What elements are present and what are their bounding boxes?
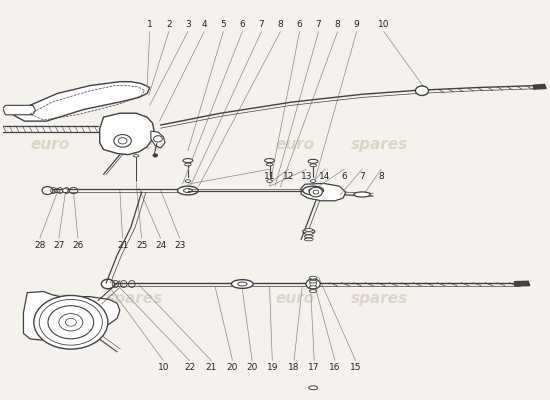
Text: 3: 3: [185, 20, 191, 29]
Text: 2: 2: [166, 20, 172, 29]
Text: 5: 5: [221, 20, 226, 29]
Text: 10: 10: [158, 363, 169, 372]
Ellipse shape: [265, 158, 274, 162]
Text: 14: 14: [320, 172, 331, 181]
Ellipse shape: [267, 180, 272, 182]
Circle shape: [42, 186, 53, 194]
Text: 4: 4: [201, 20, 207, 29]
Circle shape: [101, 279, 114, 289]
Text: 21: 21: [206, 363, 217, 372]
Text: 1: 1: [147, 20, 153, 29]
Text: 8: 8: [278, 20, 283, 29]
Ellipse shape: [185, 180, 191, 182]
Ellipse shape: [309, 290, 317, 292]
Text: 22: 22: [184, 363, 195, 372]
Polygon shape: [301, 184, 346, 201]
Text: spares: spares: [106, 291, 163, 306]
Text: 7: 7: [359, 172, 365, 181]
Text: 6: 6: [296, 20, 303, 29]
Text: euro: euro: [30, 291, 69, 306]
Text: 16: 16: [329, 363, 340, 372]
Ellipse shape: [185, 163, 191, 166]
Text: 24: 24: [155, 241, 166, 250]
Text: 19: 19: [267, 363, 278, 372]
Circle shape: [153, 154, 157, 157]
Polygon shape: [515, 281, 530, 286]
Ellipse shape: [304, 228, 313, 231]
Text: 6: 6: [239, 20, 245, 29]
Text: euro: euro: [275, 137, 314, 152]
Text: 8: 8: [378, 172, 384, 181]
Polygon shape: [24, 292, 120, 340]
Ellipse shape: [183, 158, 193, 162]
Text: euro: euro: [275, 291, 314, 306]
Circle shape: [114, 134, 131, 147]
Text: spares: spares: [351, 137, 409, 152]
Text: 20: 20: [246, 363, 258, 372]
Ellipse shape: [304, 232, 313, 234]
Text: 6: 6: [341, 172, 347, 181]
Text: 20: 20: [227, 363, 238, 372]
Text: 10: 10: [378, 20, 389, 29]
Circle shape: [306, 279, 320, 289]
Ellipse shape: [354, 192, 370, 197]
Ellipse shape: [302, 186, 323, 195]
Circle shape: [63, 188, 68, 192]
Circle shape: [309, 187, 322, 197]
Ellipse shape: [309, 286, 317, 288]
Text: 17: 17: [309, 363, 320, 372]
Text: spares: spares: [106, 137, 163, 152]
Ellipse shape: [302, 229, 315, 234]
Text: 23: 23: [174, 241, 185, 250]
Text: 25: 25: [136, 241, 147, 250]
Ellipse shape: [266, 163, 273, 166]
Circle shape: [65, 318, 76, 326]
Text: 8: 8: [335, 20, 340, 29]
Polygon shape: [151, 131, 165, 148]
Ellipse shape: [232, 280, 253, 288]
Text: 13: 13: [301, 172, 312, 181]
Text: spares: spares: [351, 291, 409, 306]
Polygon shape: [14, 82, 150, 121]
Circle shape: [415, 86, 428, 96]
Ellipse shape: [304, 238, 313, 241]
Text: 9: 9: [354, 20, 360, 29]
Ellipse shape: [310, 164, 316, 167]
Polygon shape: [3, 105, 35, 115]
Ellipse shape: [308, 159, 318, 163]
Text: 15: 15: [350, 363, 361, 372]
Ellipse shape: [310, 180, 316, 182]
Ellipse shape: [304, 235, 313, 238]
Ellipse shape: [134, 155, 139, 157]
Polygon shape: [534, 84, 546, 89]
Text: 11: 11: [264, 172, 276, 181]
Text: 28: 28: [34, 241, 46, 250]
Text: 12: 12: [283, 172, 294, 181]
Ellipse shape: [309, 276, 317, 279]
Text: euro: euro: [30, 137, 69, 152]
Text: 21: 21: [117, 241, 128, 250]
Text: 26: 26: [72, 241, 84, 250]
Ellipse shape: [178, 186, 198, 195]
Text: 27: 27: [53, 241, 64, 250]
Polygon shape: [100, 113, 154, 155]
Text: 7: 7: [316, 20, 321, 29]
Ellipse shape: [309, 280, 317, 283]
Circle shape: [34, 296, 108, 349]
Text: 18: 18: [288, 363, 300, 372]
Text: 7: 7: [258, 20, 264, 29]
